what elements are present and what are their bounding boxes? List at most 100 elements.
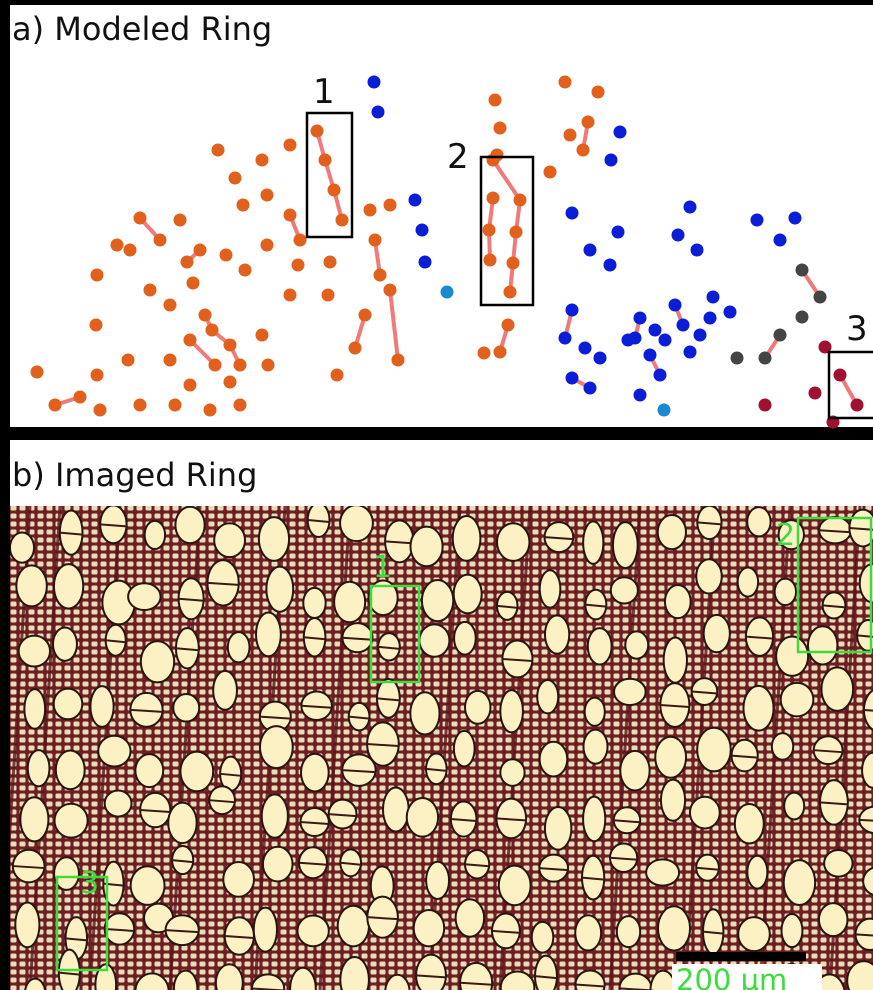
- vessel: [410, 692, 439, 734]
- vessel-dot: [659, 334, 672, 347]
- vessel-dot: [582, 116, 595, 129]
- vessel: [690, 797, 720, 829]
- vessel: [500, 759, 524, 786]
- vessel: [697, 728, 731, 772]
- vessel: [658, 515, 686, 549]
- micrograph: [0, 503, 873, 990]
- vessel: [426, 862, 449, 899]
- vessel: [54, 564, 83, 608]
- vessel: [747, 507, 770, 536]
- vessel-dot: [566, 372, 579, 385]
- vessel-dot: [622, 334, 635, 347]
- box-label: 1: [313, 72, 335, 112]
- vessel: [535, 956, 557, 990]
- vessel-dot: [199, 309, 212, 322]
- vessel-dot: [796, 311, 809, 324]
- vessel: [334, 582, 365, 623]
- vessel: [24, 689, 45, 729]
- vessel: [585, 698, 605, 726]
- vessel: [303, 588, 325, 618]
- vessel-dot: [124, 244, 137, 257]
- vessel: [784, 793, 804, 820]
- vessel-dot: [487, 192, 500, 205]
- vessel-dot: [759, 352, 772, 365]
- vessel: [704, 615, 730, 652]
- vessel-dot: [294, 234, 307, 247]
- vessel-dot: [409, 194, 422, 207]
- vessel: [260, 726, 293, 768]
- vessel: [410, 527, 442, 567]
- vessel: [665, 585, 691, 618]
- figure: a) Modeled Ring 1 2 3 b) Imaged Ring 1 2…: [0, 0, 873, 990]
- vessel-dot: [441, 286, 454, 299]
- vessel-dot: [494, 122, 507, 135]
- vessel: [646, 859, 679, 885]
- vessel: [735, 804, 764, 844]
- vessel: [223, 862, 254, 897]
- vessel: [175, 507, 204, 543]
- vessel-dot: [707, 291, 720, 304]
- vessel-dot: [284, 209, 297, 222]
- vessel-dot: [181, 256, 194, 269]
- vessel: [10, 533, 34, 563]
- vessel-dot: [669, 299, 682, 312]
- vessel: [383, 787, 409, 831]
- vessel-dot: [237, 199, 250, 212]
- vessel-dot: [487, 154, 500, 167]
- vessel-dot: [774, 329, 787, 342]
- vessel-dot: [206, 324, 219, 337]
- vessel-dot: [544, 166, 557, 179]
- vessel-dot: [614, 126, 627, 139]
- vessel: [28, 750, 50, 786]
- vessel-dot: [751, 214, 764, 227]
- vessel-dot: [184, 379, 197, 392]
- vessel-dot: [204, 404, 217, 417]
- scale-bar: [676, 952, 806, 961]
- vessel-dot: [605, 154, 618, 167]
- vessel: [781, 914, 802, 947]
- vessel: [497, 523, 529, 561]
- vessel: [173, 694, 199, 722]
- vessel-dot: [759, 399, 772, 412]
- vessel-dot: [684, 201, 697, 214]
- vessel: [98, 736, 130, 767]
- vessel: [422, 580, 453, 621]
- vessel: [500, 690, 523, 732]
- vessel: [168, 803, 196, 843]
- vessel-dot: [261, 189, 274, 202]
- vessel-dot: [612, 226, 625, 239]
- vessel-dot: [256, 154, 269, 167]
- vessel-dot: [814, 291, 827, 304]
- vessel-dot: [510, 226, 523, 239]
- vessel: [537, 680, 558, 713]
- vessel-dot: [566, 207, 579, 220]
- vessel-dot: [634, 312, 647, 325]
- vessel: [456, 899, 485, 937]
- vessel: [228, 632, 250, 662]
- vessel: [738, 568, 758, 597]
- vessel-dot: [502, 319, 515, 332]
- vessel: [20, 797, 48, 841]
- vessel: [821, 667, 853, 710]
- vessel: [19, 636, 50, 667]
- vessel: [545, 807, 571, 850]
- vessel-dot: [328, 184, 341, 197]
- vessel: [808, 626, 837, 664]
- vessel-dot: [559, 332, 572, 345]
- vessel: [583, 797, 605, 842]
- vessel-dot: [419, 256, 432, 269]
- vessel-dot: [584, 244, 597, 257]
- vessel-dot: [384, 199, 397, 212]
- vessel: [620, 751, 649, 791]
- vessel: [407, 798, 438, 837]
- vessel-dot: [220, 249, 233, 262]
- vessel-dot: [239, 264, 252, 277]
- vessel: [56, 751, 85, 790]
- vessel-dot: [796, 264, 809, 277]
- vessel: [664, 637, 687, 682]
- vessel: [465, 691, 490, 724]
- vessel-dot: [74, 391, 87, 404]
- vessel-dot: [577, 144, 590, 157]
- box-label: 2: [447, 137, 469, 177]
- vessel-dot: [604, 259, 617, 272]
